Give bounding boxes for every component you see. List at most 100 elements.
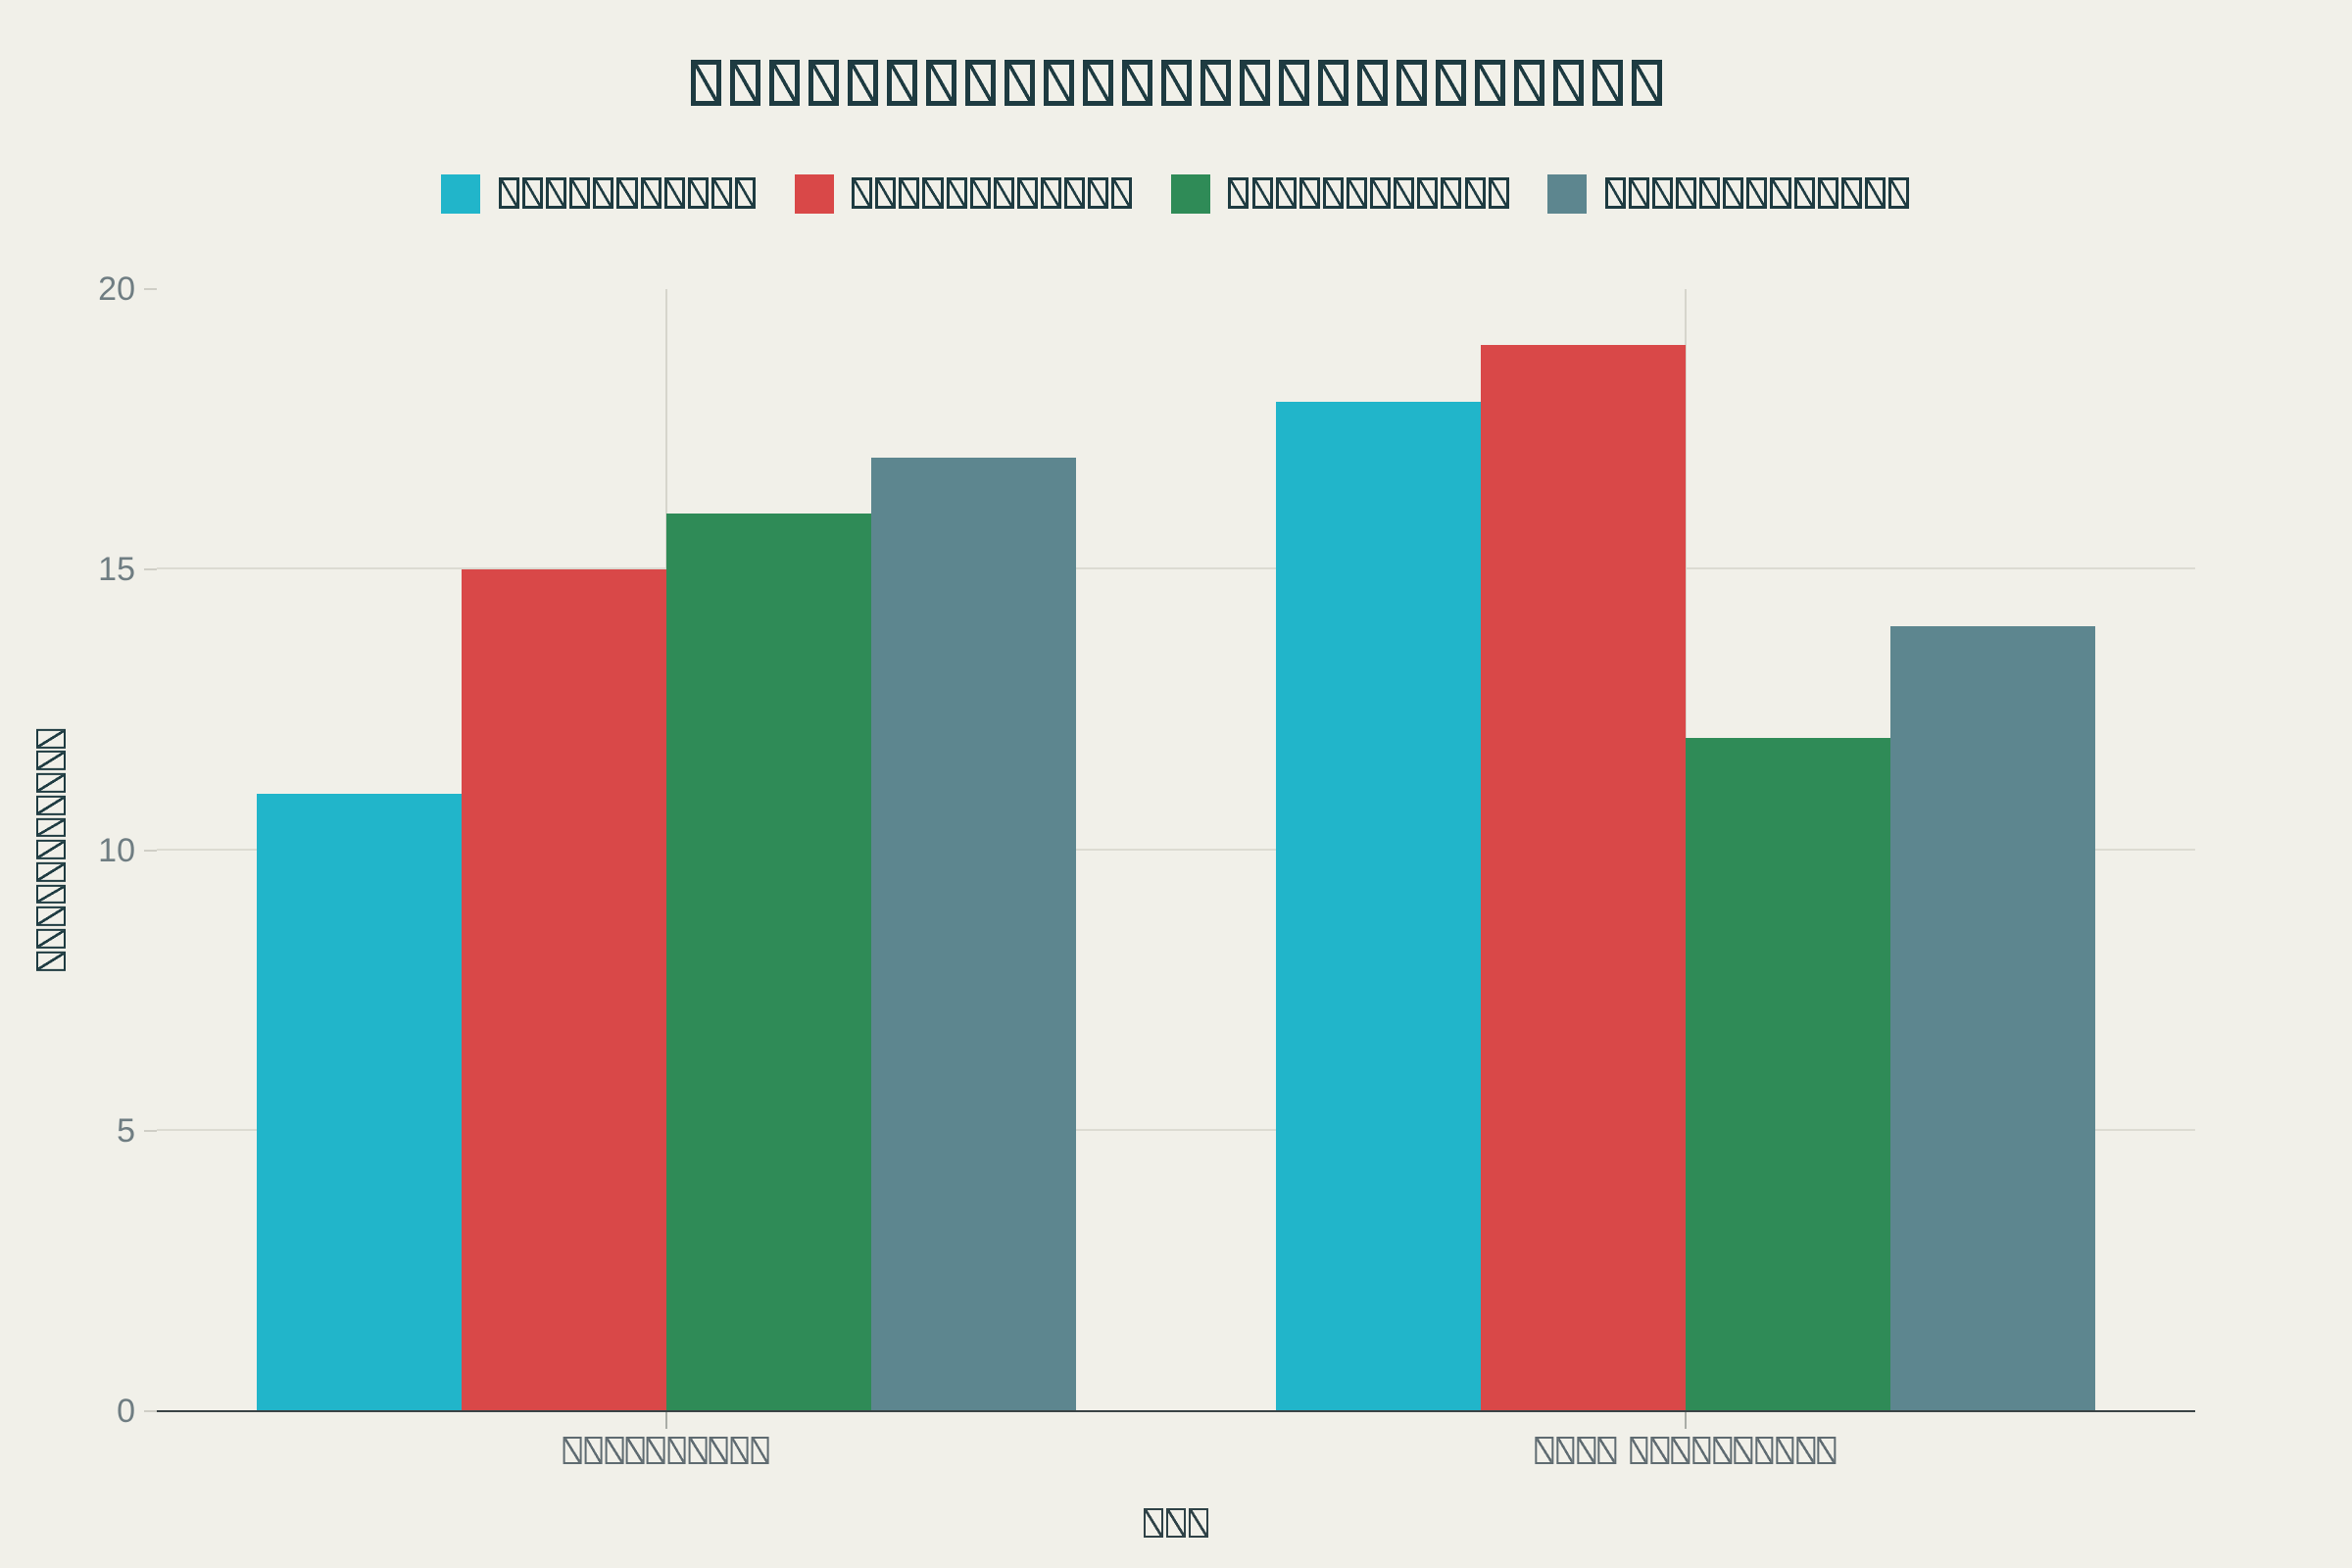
missing-glyph-box — [886, 60, 917, 106]
bar — [1890, 625, 2095, 1411]
missing-glyph-box — [964, 60, 996, 106]
bar — [871, 457, 1076, 1411]
missing-glyph-box — [1144, 1507, 1164, 1538]
legend-label — [1227, 177, 1510, 211]
missing-glyph-box — [993, 177, 1014, 210]
missing-glyph-box — [1754, 1437, 1774, 1465]
missing-glyph-box — [1043, 60, 1074, 106]
missing-glyph-box — [1160, 60, 1192, 106]
missing-glyph-box — [625, 1437, 645, 1465]
missing-glyph-box — [35, 906, 66, 927]
missing-glyph-box — [1713, 1437, 1732, 1465]
missing-glyph-box — [1555, 1437, 1575, 1465]
bar — [1686, 738, 1890, 1411]
missing-glyph-box — [751, 1437, 770, 1465]
y-tick-mark — [144, 288, 157, 290]
gridline — [157, 567, 2195, 570]
missing-glyph-box — [1016, 177, 1038, 210]
missing-glyph-box — [1630, 1437, 1648, 1465]
missing-glyph-box — [922, 177, 944, 210]
missing-glyph-box — [1435, 60, 1466, 106]
missing-glyph-box — [1817, 1437, 1837, 1465]
plot-area: 0 5 10 15 20 — [98, 272, 2195, 1465]
missing-glyph-box — [1251, 177, 1273, 210]
missing-glyph-box — [734, 177, 757, 210]
missing-glyph-box — [1676, 177, 1697, 210]
missing-glyph-box — [522, 177, 544, 210]
missing-glyph-box — [730, 1437, 749, 1465]
chart-title — [0, 59, 2352, 108]
missing-glyph-box — [1004, 60, 1035, 106]
missing-glyph-box — [925, 60, 956, 106]
missing-glyph-box — [690, 60, 721, 106]
missing-glyph-box — [35, 795, 66, 815]
missing-glyph-box — [35, 772, 66, 793]
category-label — [563, 1437, 771, 1467]
missing-glyph-box — [569, 177, 591, 210]
x-axis-title — [0, 1507, 2352, 1539]
missing-glyph-box — [1776, 1437, 1794, 1465]
missing-glyph-box — [1692, 1437, 1711, 1465]
missing-glyph-box — [1356, 60, 1388, 106]
missing-glyph-box — [1734, 1437, 1753, 1465]
bar — [462, 569, 666, 1411]
legend-item — [1170, 174, 1510, 214]
missing-glyph-box — [1394, 177, 1415, 210]
missing-glyph-box — [593, 177, 614, 210]
legend-item — [794, 174, 1134, 214]
missing-glyph-box — [1188, 1507, 1208, 1538]
missing-glyph-box — [1577, 1437, 1595, 1465]
missing-glyph-box — [710, 177, 732, 210]
missing-glyph-box — [663, 177, 685, 210]
legend-swatch — [794, 174, 834, 214]
bar — [257, 794, 462, 1411]
missing-glyph-box — [1346, 177, 1368, 210]
missing-glyph-box — [1628, 177, 1649, 210]
legend-swatch — [1547, 174, 1588, 214]
missing-glyph-box — [1592, 60, 1623, 106]
missing-glyph-box — [584, 1437, 603, 1465]
missing-glyph-box — [35, 951, 66, 971]
legend-swatch — [441, 174, 481, 214]
missing-glyph-box — [605, 1437, 624, 1465]
missing-glyph-box — [1396, 60, 1427, 106]
missing-glyph-box — [1441, 177, 1462, 210]
missing-glyph-box — [1864, 177, 1886, 210]
missing-glyph-box — [1723, 177, 1744, 210]
category-tick — [665, 1411, 667, 1429]
legend-swatch — [1170, 174, 1210, 214]
missing-glyph-box — [1275, 177, 1297, 210]
missing-glyph-box — [35, 751, 66, 771]
category-label — [1534, 1437, 1837, 1467]
missing-glyph-box — [1474, 60, 1505, 106]
missing-glyph-box — [1088, 177, 1109, 210]
legend-label — [851, 177, 1134, 211]
legend-label — [1603, 177, 1910, 211]
category-tick — [1685, 1411, 1687, 1429]
missing-glyph-box — [616, 177, 638, 210]
missing-glyph-box — [1322, 177, 1344, 210]
missing-glyph-box — [35, 840, 66, 859]
legend-item — [1547, 174, 1910, 214]
missing-glyph-box — [1166, 1507, 1186, 1538]
missing-glyph-box — [1040, 177, 1062, 210]
missing-glyph-box — [1651, 177, 1674, 210]
missing-glyph-box — [946, 177, 967, 210]
missing-glyph-box — [1888, 177, 1910, 210]
missing-glyph-box — [1111, 177, 1133, 210]
missing-glyph-box — [1597, 1437, 1617, 1465]
missing-glyph-box — [1464, 177, 1486, 210]
missing-glyph-box — [647, 1437, 665, 1465]
missing-glyph-box — [847, 60, 878, 106]
missing-glyph-box — [1650, 1437, 1670, 1465]
missing-glyph-box — [1239, 60, 1270, 106]
gridline — [157, 848, 2195, 851]
legend — [0, 174, 2352, 214]
missing-glyph-box — [35, 728, 66, 749]
gridline — [157, 1128, 2195, 1131]
missing-glyph-box — [1298, 177, 1320, 210]
missing-glyph-box — [1513, 60, 1544, 106]
y-axis-title — [35, 727, 67, 972]
missing-glyph-box — [852, 177, 873, 210]
